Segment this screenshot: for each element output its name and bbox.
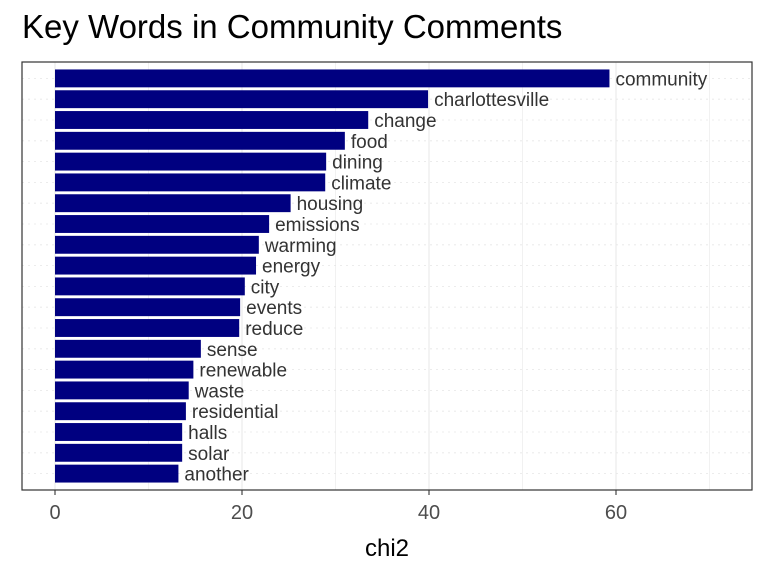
bar-label-reduce: reduce <box>245 319 303 340</box>
bar-community <box>55 69 610 88</box>
bar-solar <box>55 443 183 462</box>
x-axis: 0 20 40 60 <box>49 490 627 524</box>
bar-label-community: community <box>615 69 707 90</box>
bar-residential <box>55 402 186 421</box>
bar-housing <box>55 194 291 213</box>
bar-label-energy: energy <box>262 257 321 278</box>
bar-label-food: food <box>351 132 388 153</box>
bar-label-charlottesville: charlottesville <box>434 90 549 111</box>
bar-charlottesville <box>55 90 429 109</box>
bar-food <box>55 131 345 150</box>
bar-dining <box>55 152 327 171</box>
bar-sense <box>55 339 201 358</box>
bar-emissions <box>55 215 270 233</box>
bar-label-renewable: renewable <box>199 361 287 382</box>
bar-renewable <box>55 360 194 379</box>
bar-events <box>55 298 241 317</box>
plot-panel-border <box>21 61 753 491</box>
bar-label-residential: residential <box>192 402 279 423</box>
bars <box>55 69 610 483</box>
bar-label-climate: climate <box>331 173 391 194</box>
x-axis-title: chi2 <box>365 535 409 562</box>
bar-labels: community charlottesvillechangefooddining… <box>184 69 707 485</box>
bar-label-change: change <box>374 111 436 132</box>
x-tick-label: 60 <box>605 502 627 524</box>
chart-title: Key Words in Community Comments <box>22 8 563 45</box>
bar-label-city: city <box>251 277 280 298</box>
bar-city <box>55 277 245 296</box>
bar-reduce <box>55 319 240 337</box>
x-tick-label: 40 <box>418 502 440 524</box>
x-tick-label: 20 <box>231 502 253 524</box>
bar-label-solar: solar <box>188 444 230 465</box>
bar-label-housing: housing <box>297 194 364 215</box>
bar-label-events: events <box>246 298 302 319</box>
bar-energy <box>55 256 257 275</box>
bar-warming <box>55 235 259 254</box>
bar-waste <box>55 381 189 400</box>
bar-label-sense: sense <box>207 340 258 361</box>
bar-label-emissions: emissions <box>275 215 359 236</box>
bar-another <box>55 464 179 483</box>
x-tick-label: 0 <box>49 502 60 524</box>
bar-climate <box>55 173 326 192</box>
bar-label-halls: halls <box>188 423 227 444</box>
bar-halls <box>55 423 183 441</box>
bar-label-warming: warming <box>264 236 337 257</box>
bar-label-waste: waste <box>194 381 245 402</box>
bar-label-another: another <box>184 465 249 486</box>
bar-label-dining: dining <box>332 153 383 174</box>
bar-change <box>55 111 369 129</box>
